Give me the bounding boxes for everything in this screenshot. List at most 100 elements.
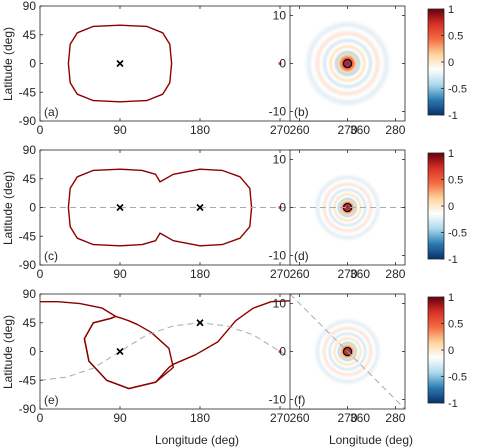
center-ring [342,346,353,357]
colorbar-tick-label: -0.5 [448,228,467,240]
x-tick-label: 280 [385,267,405,281]
x-tick-label: 260 [290,123,310,137]
antipode-point [278,61,282,66]
source-marker [116,59,124,68]
x-axis-label-left: Longitude (deg) [155,433,239,447]
y-tick-label: 90 [23,287,37,301]
y-tick-label: 45 [23,28,37,42]
x-tick-label: 180 [190,267,210,281]
series-group [67,24,173,103]
colorbar-tick-label: 0 [448,345,454,357]
y-tick-label: -90 [19,114,37,128]
y-tick-label: 0 [279,57,286,71]
colorbar-tick-label: 0 [448,201,454,213]
y-tick-label: 10 [273,9,287,23]
y-tick-label: 90 [23,143,37,157]
x-tick-label: 360 [350,123,370,137]
x-tick-label: 270 [270,411,290,425]
y-tick-label: -90 [19,402,37,416]
x-tick-label: 90 [113,123,127,137]
x-tick-label: 0 [37,411,44,425]
contour-line-0 [67,24,173,103]
y-tick-label: -45 [19,85,37,99]
y-tick-label: 10 [273,297,287,311]
heatmap-field [290,294,405,409]
colorbar-tick-label: -1 [448,254,458,266]
y-axis-label-top: Latitude (deg) [1,27,15,101]
x-tick-label: 280 [385,411,405,425]
y-tick-label: -10 [269,248,287,262]
heatmap-ripple [313,173,382,242]
y-axis-label-bottom: Latitude (deg) [1,315,15,389]
colorbar-tick-label: 0.5 [448,319,463,331]
x-tick-label: 270 [270,267,290,281]
y-tick-label: 10 [273,153,287,167]
y-tick-label: 0 [29,201,36,215]
x-tick-label: 360 [350,411,370,425]
y-tick-label: 0 [279,345,286,359]
source-marker [196,319,204,327]
colorbar-tick-label: -0.5 [448,372,467,384]
source-marker [196,203,204,212]
x-tick-label: 0 [37,123,44,137]
colorbar-tick-label: 0 [448,57,454,69]
colorbar-tick-label: 1 [448,292,454,304]
x-tick-label: 280 [385,123,405,137]
colorbar-tick-label: -1 [448,398,458,410]
x-tick-label: 270 [337,267,357,281]
colorbar-tick-label: 0.5 [448,175,463,187]
colorbar-tick-label: -1 [448,110,458,122]
y-tick-label: -45 [19,373,37,387]
y-tick-label: -90 [19,258,37,272]
x-tick-label: 270 [337,123,357,137]
panel-label: (b) [294,105,309,119]
antipode-point [278,349,282,354]
y-tick-label: 0 [29,345,36,359]
panel-label: (a) [44,105,59,119]
x-axis-label-right: Longitude (deg) [329,433,413,447]
panel-label: (c) [44,249,58,263]
x-tick-label: 270 [337,411,357,425]
colorbar-2: 1 0.5 0 -0.5 -1 [427,148,467,266]
x-tick-label: 180 [190,123,210,137]
colorbar-tick-label: -0.5 [448,84,467,96]
y-tick-label: 90 [23,0,37,13]
antipode-point [278,205,282,210]
y-tick-label: -10 [269,104,287,118]
heatmap-ripple [303,19,392,108]
great-circle-path [290,294,405,409]
colorbar-3: 1 0.5 0 -0.5 -1 [427,292,467,410]
x-tick-label: 180 [190,411,210,425]
contour-line-0 [67,168,253,247]
colorbar-1: 1 0.5 0 -0.5 -1 [427,4,467,122]
x-tick-label: 360 [350,267,370,281]
panel-label: (d) [294,249,309,263]
contour-line-1 [83,315,175,390]
y-tick-label: -10 [269,392,287,406]
x-tick-label: 260 [290,267,310,281]
colorbar-tick-label: 0.5 [448,31,463,43]
heatmap-field [290,173,405,242]
y-tick-label: 0 [279,201,286,215]
center-ring [342,58,353,69]
colorbar-tick-label: 1 [448,4,454,16]
heatmap-field [303,19,392,108]
panel-label: (e) [44,393,59,407]
y-tick-label: 45 [23,316,37,330]
x-tick-label: 90 [113,267,127,281]
source-marker [116,203,124,212]
x-tick-label: 0 [37,267,44,281]
y-axis-label-middle: Latitude (deg) [1,171,15,245]
x-tick-label: 270 [270,123,290,137]
panel-label: (f) [294,393,305,407]
y-tick-label: -45 [19,229,37,243]
x-tick-label: 260 [290,411,310,425]
x-tick-label: 90 [113,411,127,425]
y-tick-label: 0 [29,57,36,71]
source-marker [116,347,124,356]
